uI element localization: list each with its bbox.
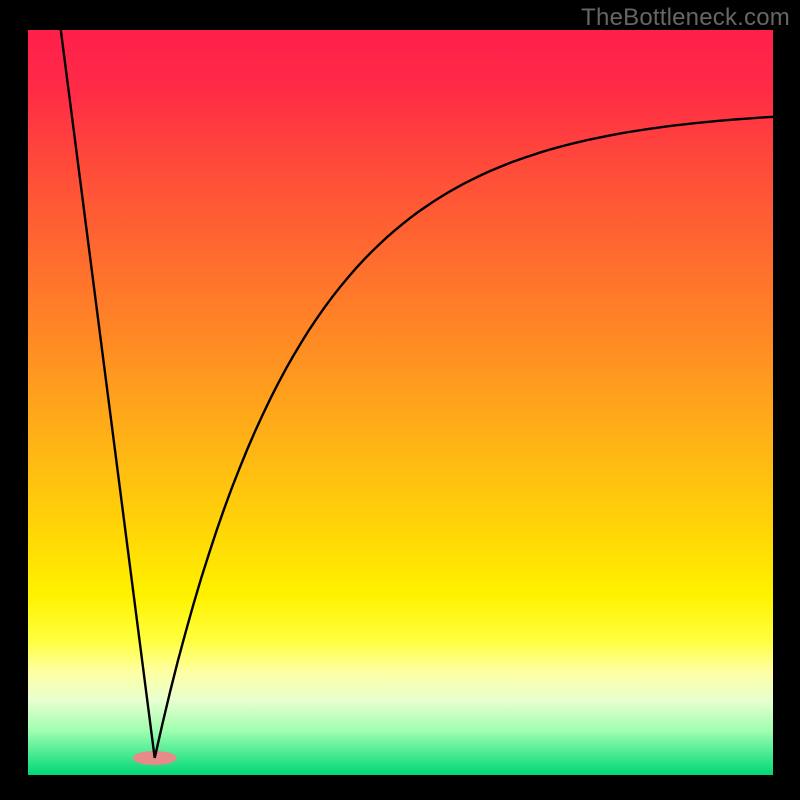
chart-background	[28, 30, 773, 775]
frame-right	[773, 0, 800, 800]
frame-bottom	[0, 775, 800, 800]
watermark-text: TheBottleneck.com	[581, 4, 790, 32]
bottleneck-chart	[0, 0, 800, 800]
frame-left	[0, 0, 28, 800]
